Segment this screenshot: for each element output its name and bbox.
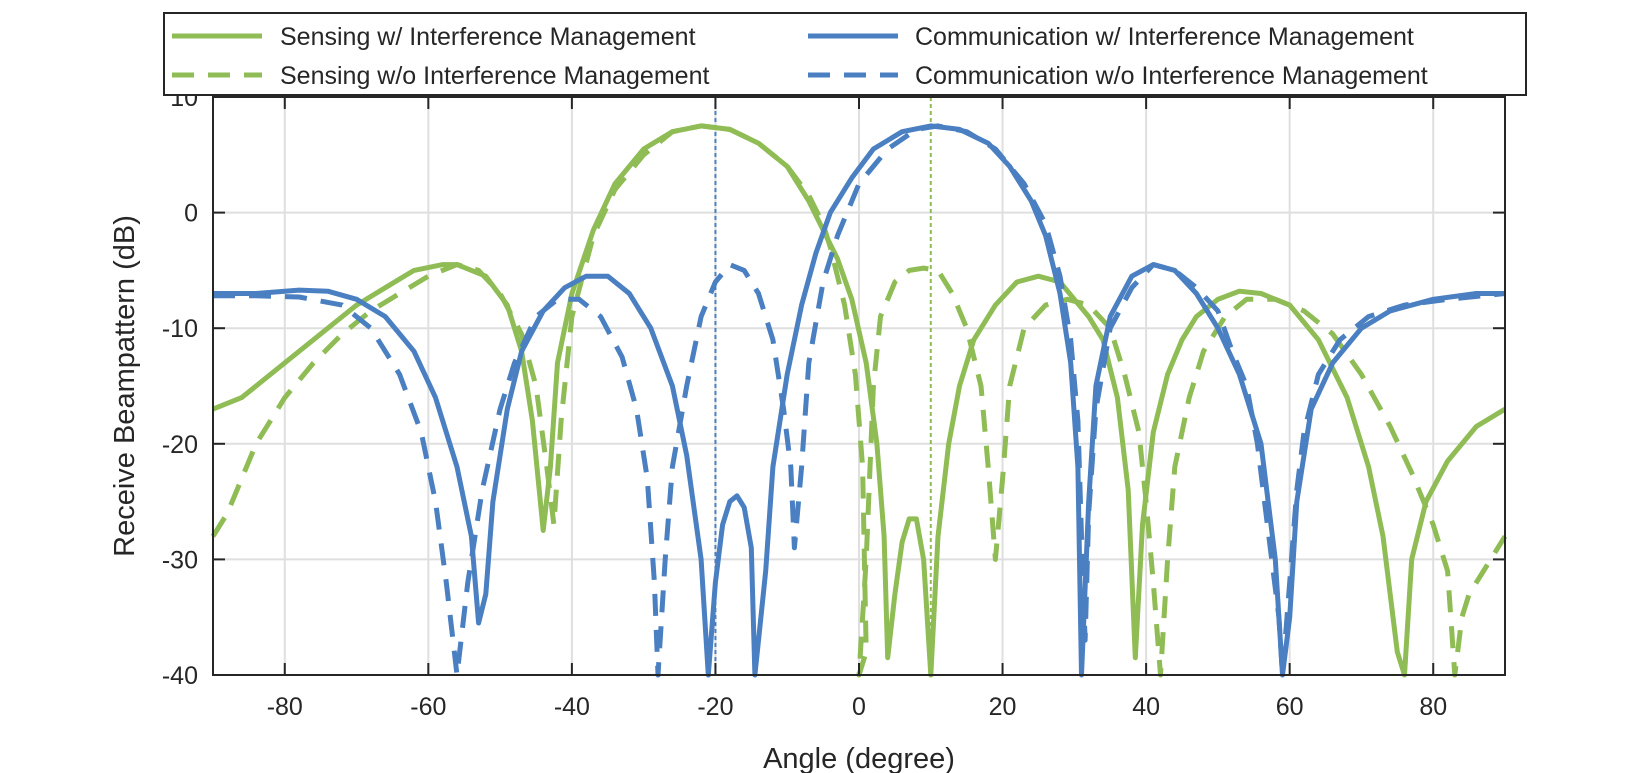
x-tick-label: 60	[1276, 693, 1304, 721]
x-tick-label: -60	[410, 693, 446, 721]
legend-label-communication-with: Communication w/ Interference Management	[915, 23, 1414, 51]
legend-box	[163, 12, 1527, 96]
axis-ticks	[213, 96, 1505, 676]
x-tick-label: -20	[697, 693, 733, 721]
y-tick-label: -20	[162, 431, 198, 459]
series-line-sensing-w-o-interference-management	[210, 123, 1508, 678]
y-axis-label: Receive Beampattern (dB)	[109, 215, 141, 557]
y-tick-label: -40	[162, 662, 198, 690]
x-tick-label: 80	[1419, 693, 1447, 721]
x-tick-label: -40	[554, 693, 590, 721]
y-tick-label: -30	[162, 546, 198, 574]
x-tick-label: 40	[1132, 693, 1160, 721]
series-line-communication-w-o-interference-management	[213, 123, 1506, 678]
legend-label-sensing-with: Sensing w/ Interference Management	[280, 23, 696, 51]
x-tick-label: 0	[852, 693, 866, 721]
reference-lines	[714, 97, 932, 675]
series-line-communication-w-interference-management	[213, 123, 1505, 678]
series-lines	[210, 123, 1508, 678]
series-line-sensing-w-interference-management	[212, 123, 1507, 678]
legend: Sensing w/ Interference Management Sensi…	[163, 12, 1527, 96]
x-tick-label: 20	[989, 693, 1017, 721]
y-tick-label: -10	[162, 315, 198, 343]
y-tick-label: 0	[184, 200, 198, 228]
legend-label-communication-without: Communication w/o Interference Managemen…	[915, 62, 1428, 90]
x-axis-label: Angle (degree)	[763, 743, 955, 773]
legend-label-sensing-without: Sensing w/o Interference Management	[280, 62, 709, 90]
x-tick-label: -80	[267, 693, 303, 721]
x-tick-labels: -80 -60 -40 -20 0 20 40 60 80	[267, 693, 1447, 721]
